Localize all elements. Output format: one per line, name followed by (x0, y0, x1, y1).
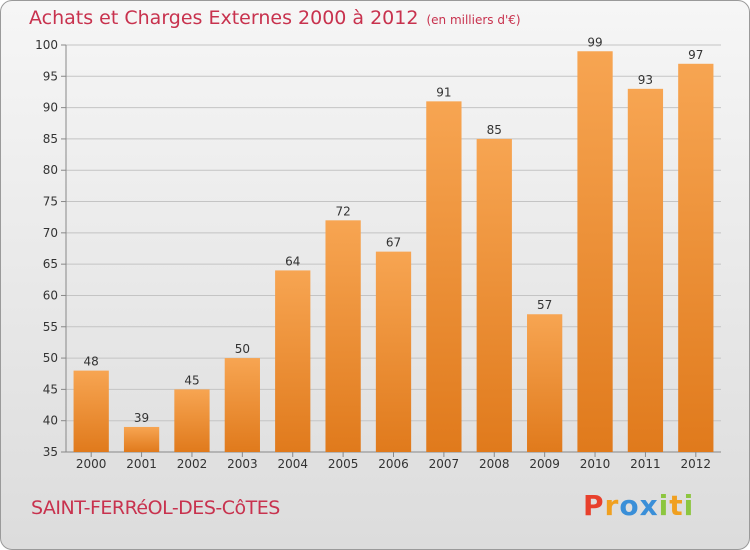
y-tick-label: 95 (43, 69, 58, 83)
logo-letter: r (604, 489, 620, 522)
x-tick-label: 2012 (681, 457, 712, 471)
logo-letter: t (669, 489, 684, 522)
bar (174, 389, 210, 452)
y-tick-label: 35 (43, 445, 58, 459)
bar-value-label: 64 (285, 254, 300, 268)
commune-name: SAINT-FERRéOL-DES-CôTES (31, 497, 280, 519)
y-tick-label: 75 (43, 195, 58, 209)
bar-value-label: 50 (235, 342, 250, 356)
bar (426, 101, 462, 452)
x-tick-label: 2003 (227, 457, 258, 471)
y-tick-label: 65 (43, 257, 58, 271)
x-tick-label: 2000 (76, 457, 107, 471)
bar (627, 88, 664, 452)
bar-value-label: 99 (587, 35, 602, 49)
logo-letter: i (683, 489, 695, 522)
bar (275, 270, 311, 452)
bar (224, 358, 260, 452)
bar (577, 51, 613, 453)
bar-value-label: 45 (184, 373, 199, 387)
logo-letter: x (639, 489, 659, 522)
bar (73, 370, 109, 452)
y-tick-label: 90 (43, 101, 58, 115)
chart-title: Achats et Charges Externes 2000 à 2012 (e… (29, 7, 521, 29)
x-tick-label: 2010 (580, 457, 611, 471)
bar-value-label: 85 (487, 123, 502, 137)
y-tick-label: 85 (43, 132, 58, 146)
x-tick-label: 2007 (429, 457, 460, 471)
y-tick-label: 100 (35, 38, 58, 52)
y-tick-label: 55 (43, 320, 58, 334)
y-tick-label: 40 (43, 414, 58, 428)
x-tick-label: 2011 (630, 457, 661, 471)
bar (325, 220, 361, 452)
bar-value-label: 48 (84, 355, 99, 369)
bar-value-label: 72 (335, 204, 350, 218)
bar-value-label: 67 (386, 236, 401, 250)
x-tick-label: 2006 (378, 457, 409, 471)
proxiti-logo: Proxiti (583, 489, 694, 522)
x-tick-label: 2008 (479, 457, 510, 471)
x-tick-label: 2001 (126, 457, 157, 471)
bar-value-label: 93 (638, 73, 653, 87)
x-tick-label: 2009 (529, 457, 560, 471)
bar-value-label: 39 (134, 411, 149, 425)
logo-letter: i (658, 489, 670, 522)
bar-value-label: 57 (537, 298, 552, 312)
bar (123, 426, 160, 452)
bar-value-label: 97 (688, 48, 703, 62)
y-tick-label: 45 (43, 382, 58, 396)
bar-value-label: 91 (436, 85, 451, 99)
chart-title-text: Achats et Charges Externes 2000 à 2012 (29, 7, 419, 29)
y-tick-label: 70 (43, 226, 58, 240)
chart-unit: (en milliers d'€) (426, 13, 521, 27)
bar (476, 138, 512, 452)
bar (375, 251, 412, 452)
bar (527, 314, 563, 452)
x-tick-label: 2002 (177, 457, 208, 471)
logo-letter: o (619, 489, 640, 522)
y-tick-label: 50 (43, 351, 58, 365)
bar (678, 63, 714, 453)
x-tick-label: 2004 (277, 457, 308, 471)
y-tick-label: 80 (43, 163, 58, 177)
y-tick-label: 60 (43, 288, 58, 302)
logo-letter: P (583, 489, 605, 522)
x-tick-label: 2005 (328, 457, 359, 471)
